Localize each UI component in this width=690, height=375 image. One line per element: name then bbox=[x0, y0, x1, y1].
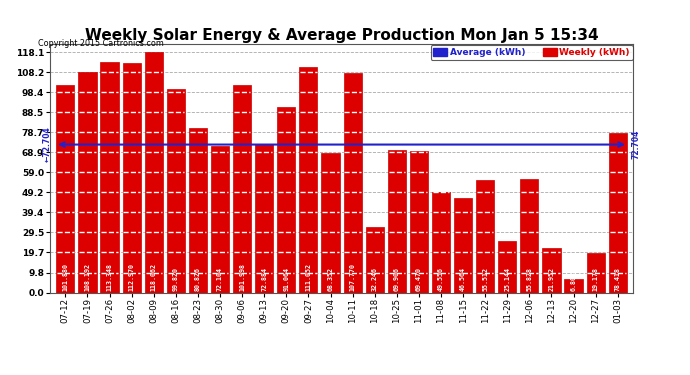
Text: 25.144: 25.144 bbox=[504, 267, 511, 291]
Bar bbox=[564, 279, 582, 292]
Bar bbox=[520, 179, 538, 292]
Bar bbox=[233, 85, 251, 292]
Bar bbox=[388, 150, 406, 292]
Text: ←72.704: ←72.704 bbox=[43, 127, 52, 162]
Text: 99.820: 99.820 bbox=[172, 267, 179, 291]
Legend: Average (kWh), Weekly (kWh): Average (kWh), Weekly (kWh) bbox=[431, 45, 633, 60]
Text: Copyright 2015 Cartronics.com: Copyright 2015 Cartronics.com bbox=[38, 39, 164, 48]
Text: 55.512: 55.512 bbox=[482, 267, 488, 291]
Bar bbox=[586, 254, 604, 292]
Text: 107.770: 107.770 bbox=[350, 263, 355, 291]
Bar bbox=[454, 198, 472, 292]
Text: 21.952: 21.952 bbox=[549, 267, 555, 291]
Text: 101.880: 101.880 bbox=[62, 263, 68, 291]
Text: 6.808: 6.808 bbox=[571, 271, 577, 291]
Bar bbox=[79, 72, 97, 292]
Text: 118.062: 118.062 bbox=[150, 263, 157, 291]
Bar bbox=[255, 144, 273, 292]
Text: 19.178: 19.178 bbox=[593, 267, 599, 291]
Text: 72.104: 72.104 bbox=[217, 267, 223, 291]
Bar bbox=[211, 146, 229, 292]
Bar bbox=[366, 227, 384, 292]
Bar bbox=[322, 153, 339, 292]
Text: 113.348: 113.348 bbox=[106, 263, 112, 291]
Text: 49.556: 49.556 bbox=[438, 267, 444, 291]
Text: 68.352: 68.352 bbox=[328, 267, 333, 291]
Text: 80.826: 80.826 bbox=[195, 267, 201, 291]
Text: 78.418: 78.418 bbox=[615, 267, 621, 291]
Bar bbox=[145, 52, 163, 292]
Bar bbox=[101, 62, 119, 292]
Text: 101.998: 101.998 bbox=[239, 263, 245, 291]
Bar bbox=[498, 242, 516, 292]
Bar bbox=[57, 85, 75, 292]
Text: 55.828: 55.828 bbox=[526, 267, 533, 291]
Text: 69.470: 69.470 bbox=[416, 267, 422, 291]
Bar bbox=[299, 66, 317, 292]
Bar bbox=[189, 128, 207, 292]
Text: 108.192: 108.192 bbox=[84, 263, 90, 291]
Text: 72.884: 72.884 bbox=[262, 267, 267, 291]
Text: 69.906: 69.906 bbox=[394, 267, 400, 291]
Bar bbox=[344, 73, 362, 292]
Title: Weekly Solar Energy & Average Production Mon Jan 5 15:34: Weekly Solar Energy & Average Production… bbox=[85, 28, 598, 43]
Bar bbox=[432, 192, 450, 292]
Bar bbox=[167, 89, 185, 292]
Text: 32.246: 32.246 bbox=[372, 267, 377, 291]
Bar bbox=[476, 180, 494, 292]
Text: 91.064: 91.064 bbox=[284, 267, 289, 291]
Bar bbox=[277, 107, 295, 292]
Bar bbox=[609, 133, 627, 292]
Text: 46.564: 46.564 bbox=[460, 267, 466, 291]
Text: 112.970: 112.970 bbox=[128, 263, 135, 291]
Bar bbox=[410, 151, 428, 292]
Text: 111.052: 111.052 bbox=[306, 263, 311, 291]
Bar bbox=[123, 63, 141, 292]
Text: 72.704: 72.704 bbox=[631, 130, 640, 159]
Bar bbox=[542, 248, 560, 292]
